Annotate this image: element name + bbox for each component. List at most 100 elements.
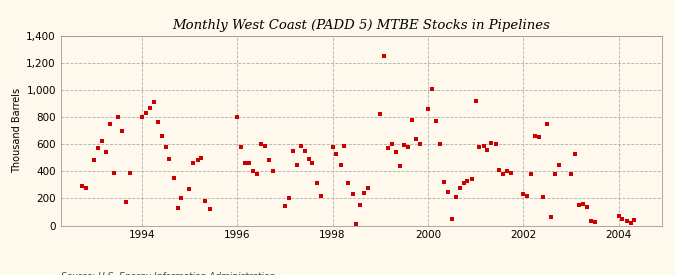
Point	[244, 161, 254, 165]
Point	[236, 145, 246, 149]
Point	[172, 206, 183, 210]
Point	[431, 119, 441, 123]
Point	[506, 170, 517, 175]
Point	[351, 222, 362, 226]
Point	[284, 196, 294, 200]
Point	[530, 134, 541, 138]
Point	[533, 135, 544, 140]
Point	[152, 120, 163, 125]
Point	[363, 185, 374, 190]
Point	[188, 161, 198, 165]
Point	[105, 122, 115, 126]
Point	[339, 143, 350, 148]
Point	[458, 181, 469, 186]
Point	[395, 164, 406, 168]
Point	[92, 146, 103, 150]
Point	[196, 156, 207, 160]
Point	[335, 162, 346, 167]
Point	[541, 122, 552, 126]
Point	[256, 142, 267, 146]
Point	[545, 215, 556, 219]
Point	[474, 145, 485, 149]
Point	[410, 137, 421, 141]
Point	[97, 139, 107, 143]
Point	[554, 162, 564, 167]
Point	[232, 115, 242, 119]
Point	[625, 221, 636, 225]
Point	[359, 191, 370, 195]
Point	[88, 158, 99, 163]
Point	[343, 181, 354, 186]
Point	[435, 142, 446, 146]
Point	[490, 142, 501, 146]
Point	[569, 152, 580, 156]
Point	[414, 142, 425, 146]
Point	[192, 158, 203, 163]
Point	[494, 168, 505, 172]
Point	[454, 185, 465, 190]
Point	[375, 112, 385, 117]
Point	[248, 169, 259, 174]
Point	[486, 141, 497, 145]
Point	[538, 195, 549, 199]
Point	[307, 161, 318, 165]
Point	[502, 169, 513, 174]
Point	[522, 194, 533, 198]
Point	[136, 115, 147, 119]
Point	[292, 162, 302, 167]
Point	[101, 149, 111, 154]
Point	[613, 214, 624, 218]
Point	[443, 189, 454, 194]
Point	[450, 195, 461, 199]
Point	[259, 143, 270, 148]
Point	[526, 172, 537, 176]
Point	[399, 143, 410, 147]
Point	[549, 172, 560, 176]
Point	[402, 145, 413, 149]
Point	[303, 157, 314, 161]
Point	[148, 100, 159, 104]
Point	[77, 184, 88, 188]
Point	[116, 128, 127, 133]
Point	[124, 170, 135, 175]
Point	[327, 145, 338, 149]
Point	[279, 204, 290, 208]
Point	[347, 192, 358, 197]
Point	[585, 219, 596, 224]
Point	[391, 150, 402, 155]
Point	[300, 149, 310, 153]
Point	[264, 158, 275, 163]
Point	[446, 216, 457, 221]
Point	[482, 147, 493, 152]
Point	[200, 199, 211, 203]
Point	[629, 218, 640, 222]
Point	[160, 145, 171, 149]
Point	[466, 177, 477, 182]
Point	[311, 181, 322, 186]
Point	[621, 219, 632, 224]
Y-axis label: Thousand Barrels: Thousand Barrels	[12, 88, 22, 173]
Point	[387, 142, 398, 146]
Point	[240, 161, 250, 165]
Point	[407, 118, 418, 122]
Point	[204, 207, 215, 211]
Point	[518, 192, 529, 197]
Point	[157, 134, 167, 138]
Point	[497, 172, 508, 176]
Point	[113, 115, 124, 119]
Point	[574, 203, 585, 207]
Point	[438, 180, 449, 184]
Point	[331, 152, 342, 156]
Point	[121, 200, 132, 205]
Point	[252, 172, 263, 176]
Point	[589, 220, 600, 224]
Point	[566, 172, 576, 176]
Point	[140, 111, 151, 115]
Point	[423, 107, 433, 111]
Point	[109, 170, 119, 175]
Point	[80, 186, 91, 190]
Point	[355, 203, 366, 207]
Point	[176, 196, 187, 200]
Point	[462, 178, 473, 183]
Title: Monthly West Coast (PADD 5) MTBE Stocks in Pipelines: Monthly West Coast (PADD 5) MTBE Stocks …	[172, 19, 550, 32]
